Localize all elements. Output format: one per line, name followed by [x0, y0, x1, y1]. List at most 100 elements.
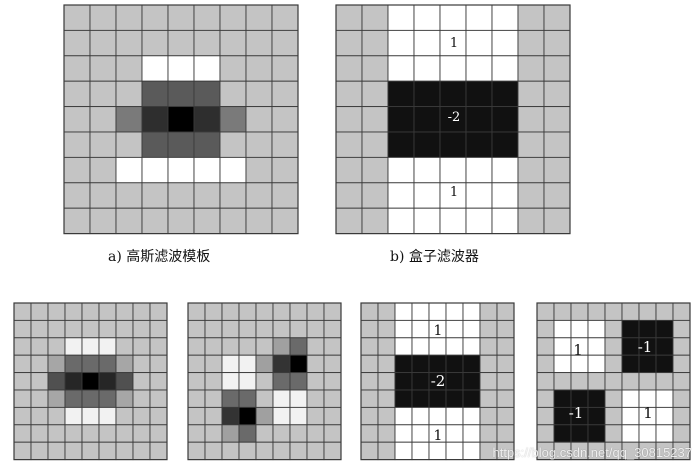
gaussian-a-cell	[89, 29, 117, 57]
gaussian-d-cell	[204, 389, 223, 408]
box-filter-dxy-small: 1 -1 -1 1	[536, 302, 691, 461]
box-f-cell	[672, 302, 691, 321]
box-b-cell	[439, 55, 467, 82]
gaussian-c-cell	[81, 319, 100, 339]
gaussian-a-cell	[271, 207, 299, 235]
gaussian-c-cell	[30, 424, 49, 443]
gaussian-a-cell	[271, 55, 299, 82]
box-b-middle-label: -2	[448, 110, 461, 125]
box-e-cell	[445, 319, 464, 339]
gaussian-a-cell	[245, 80, 273, 108]
box-yy-middle-label: -2	[431, 372, 446, 390]
box-f-cell	[655, 337, 674, 356]
gaussian-a-cell	[245, 207, 273, 235]
gaussian-a-cell	[141, 55, 169, 82]
box-e-cell	[360, 319, 379, 339]
box-e-cell	[479, 319, 498, 339]
box-f-cell	[655, 424, 674, 443]
gaussian-c-cell	[81, 424, 100, 443]
gaussian-d-cell	[187, 389, 206, 408]
gaussian-c-cell	[30, 406, 49, 426]
gaussian-d-cell	[187, 354, 206, 374]
gaussian-d-cell	[272, 337, 291, 356]
box-f-cell	[553, 337, 572, 356]
gaussian-d-cell	[187, 372, 206, 391]
gaussian-d-cell	[289, 302, 308, 321]
box-b-cell	[439, 4, 467, 31]
gaussian-d-cell	[289, 389, 308, 408]
box-f-cell	[587, 406, 606, 426]
gaussian-c-cell	[98, 389, 117, 408]
box-b-cell	[465, 131, 493, 158]
gaussian-a-cell	[245, 182, 273, 209]
box-e-cell	[411, 319, 430, 339]
box-f-cell	[587, 319, 606, 339]
gaussian-d-cell	[323, 372, 342, 391]
gaussian-a-cell	[63, 131, 91, 158]
gaussian-c-cell	[98, 319, 117, 339]
box-e-cell	[462, 302, 481, 321]
gaussian-a-cell	[115, 29, 143, 57]
box-e-cell	[479, 302, 498, 321]
gaussian-a-cell	[193, 106, 221, 133]
gaussian-c-cell	[115, 319, 134, 339]
box-b-cell	[335, 156, 363, 184]
gaussian-d-cell	[272, 389, 291, 408]
gaussian-c-cell	[30, 372, 49, 391]
box-f-cell	[672, 319, 691, 339]
gaussian-a-cell	[193, 182, 221, 209]
gaussian-d-cell	[306, 337, 325, 356]
box-e-cell	[411, 302, 430, 321]
gaussian-a-cell	[167, 29, 195, 57]
gaussian-c-cell	[132, 406, 151, 426]
box-f-cell	[536, 372, 555, 391]
box-f-cell	[621, 354, 640, 374]
box-e-cell	[445, 354, 464, 374]
box-b-cell	[413, 156, 441, 184]
box-b-cell	[517, 131, 545, 158]
box-f-cell	[621, 406, 640, 426]
box-f-cell	[536, 319, 555, 339]
box-b-cell	[335, 4, 363, 31]
box-e-cell	[394, 319, 413, 339]
box-e-cell	[428, 389, 447, 408]
gaussian-a-cell	[167, 4, 195, 31]
gaussian-c-cell	[13, 337, 32, 356]
box-f-cell	[604, 319, 623, 339]
gaussian-c-cell	[47, 389, 66, 408]
box-e-cell	[377, 372, 396, 391]
box-b-cell	[543, 156, 571, 184]
box-e-cell	[479, 389, 498, 408]
box-e-cell	[428, 354, 447, 374]
box-f-cell	[536, 302, 555, 321]
gaussian-a-cell	[271, 182, 299, 209]
box-e-cell	[428, 406, 447, 426]
gaussian-d-cell	[272, 372, 291, 391]
gaussian-c-cell	[115, 424, 134, 443]
gaussian-d-cell	[323, 424, 342, 443]
box-b-cell	[491, 80, 519, 108]
gaussian-d-cell	[272, 354, 291, 374]
gaussian-a-cell	[63, 156, 91, 184]
box-f-cell	[570, 424, 589, 443]
box-e-cell	[462, 354, 481, 374]
box-b-cell	[413, 106, 441, 133]
box-b-cell	[543, 4, 571, 31]
gaussian-c-cell	[64, 441, 83, 461]
gaussian-d-cell	[323, 337, 342, 356]
gaussian-a-cell	[63, 182, 91, 209]
gaussian-d-cell	[306, 319, 325, 339]
gaussian-a-cell	[115, 182, 143, 209]
box-f-cell	[604, 424, 623, 443]
gaussian-a-cell	[167, 131, 195, 158]
gaussian-c-cell	[47, 406, 66, 426]
gaussian-d-cell	[289, 337, 308, 356]
gaussian-c-cell	[64, 337, 83, 356]
gaussian-d-cell	[255, 354, 274, 374]
gaussian-c-cell	[64, 389, 83, 408]
box-e-cell	[360, 337, 379, 356]
box-e-cell	[445, 302, 464, 321]
box-b-cell	[465, 4, 493, 31]
gaussian-a-cell	[115, 207, 143, 235]
box-b-cell	[413, 55, 441, 82]
